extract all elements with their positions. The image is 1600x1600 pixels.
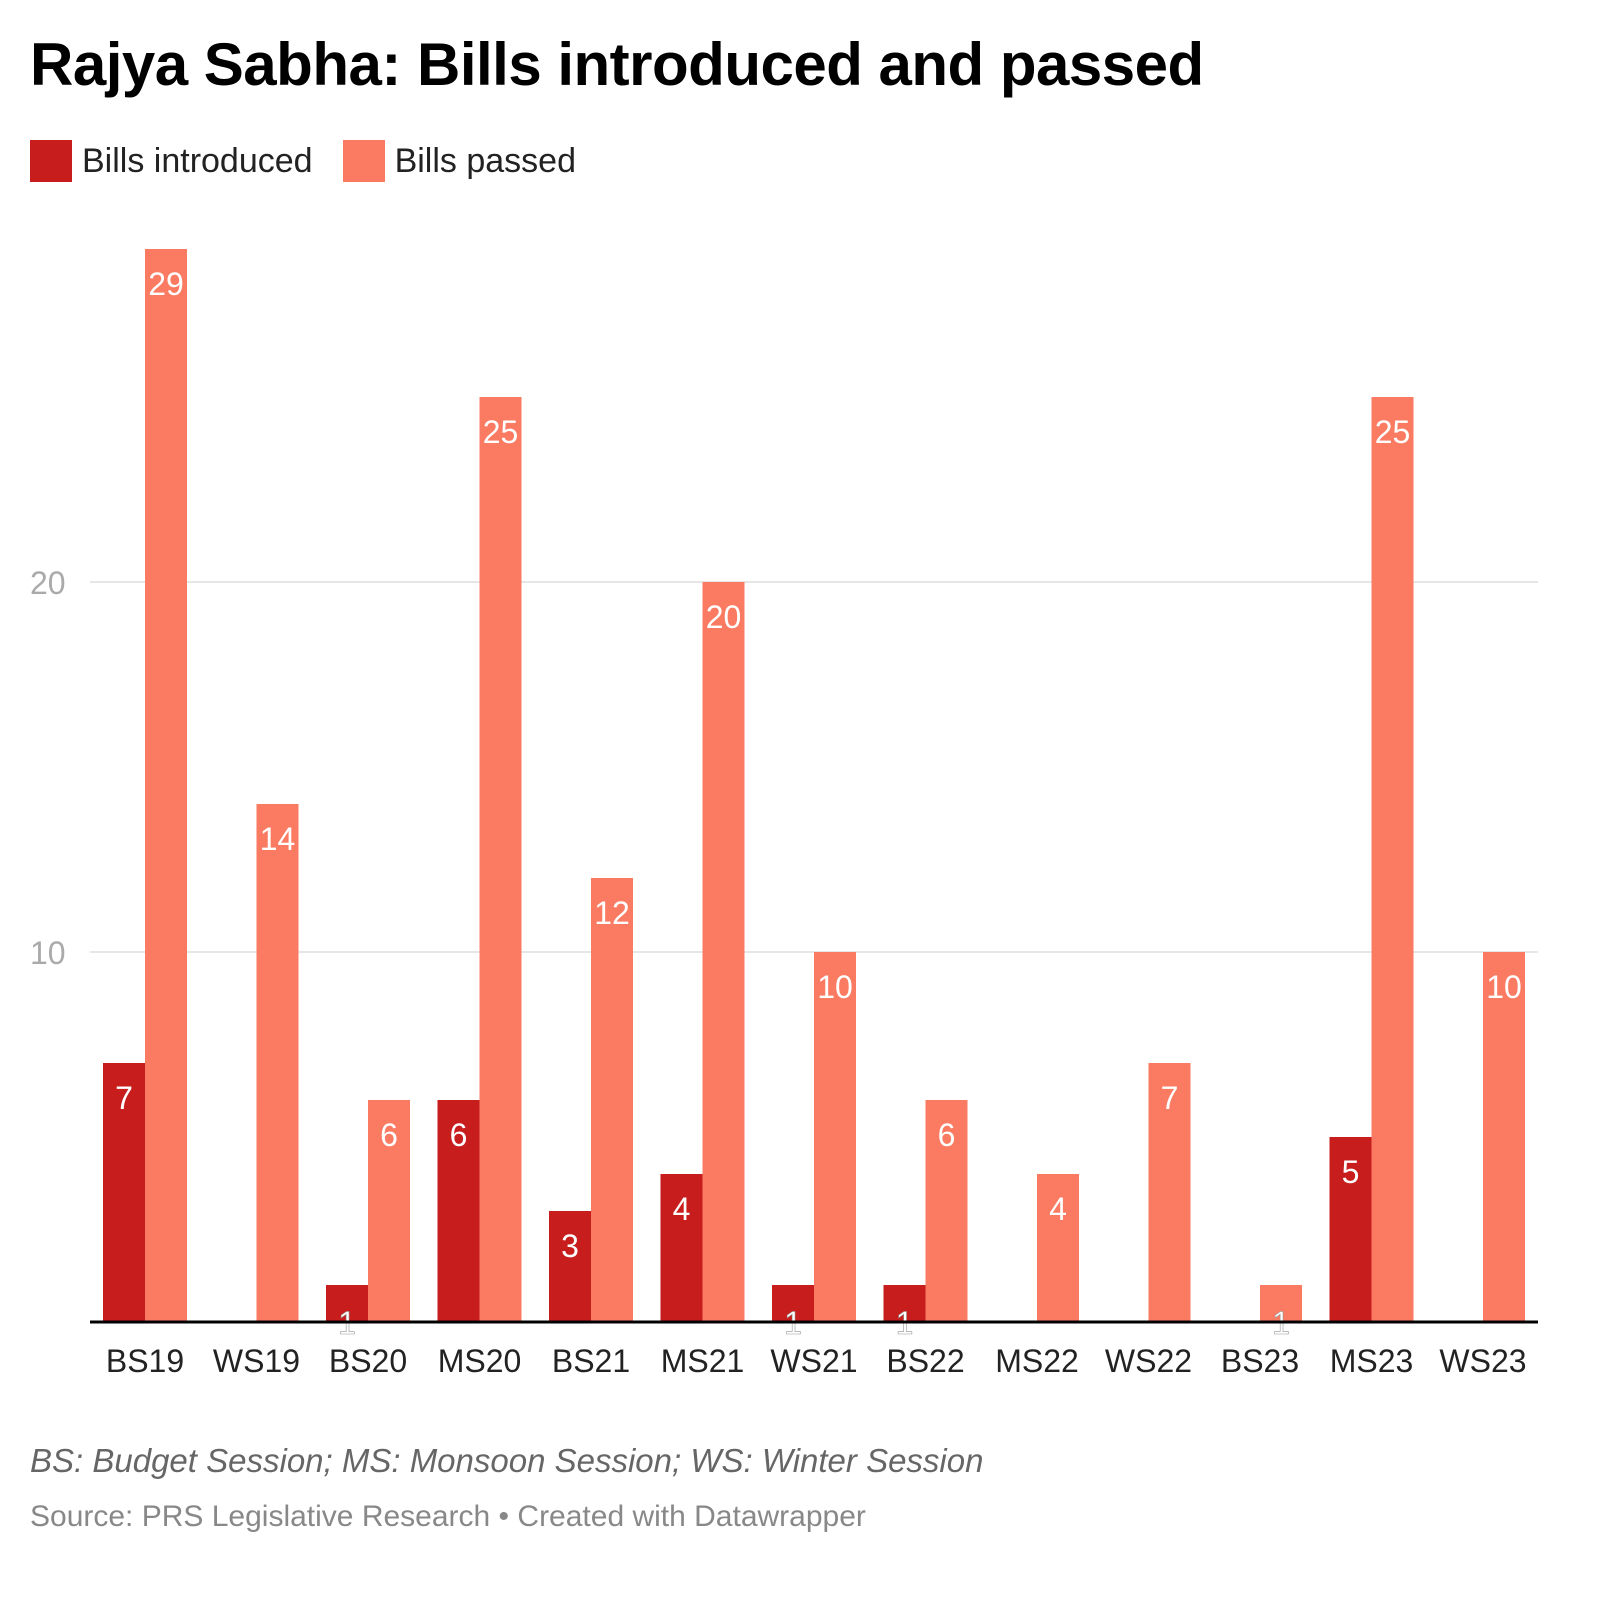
x-tick-label: WS21 bbox=[770, 1343, 857, 1379]
data-label: 25 bbox=[1375, 414, 1411, 450]
bar-passed bbox=[1037, 1174, 1079, 1322]
bar-introduced bbox=[883, 1285, 926, 1322]
bar-passed bbox=[1371, 397, 1414, 1322]
bar-passed bbox=[1483, 952, 1525, 1322]
data-label: 10 bbox=[1486, 969, 1522, 1005]
x-tick-label: WS19 bbox=[213, 1343, 300, 1379]
data-label: 4 bbox=[673, 1191, 691, 1227]
bar-passed bbox=[702, 582, 745, 1322]
legend-item-passed: Bills passed bbox=[342, 140, 576, 182]
x-tick-label: MS23 bbox=[1330, 1343, 1414, 1379]
footnote: BS: Budget Session; MS: Monsoon Session;… bbox=[30, 1442, 984, 1479]
data-label: 12 bbox=[594, 895, 630, 931]
data-label: 25 bbox=[483, 414, 519, 450]
data-label: 7 bbox=[1161, 1080, 1179, 1116]
x-tick-label: BS22 bbox=[886, 1343, 964, 1379]
bar-passed bbox=[1148, 1063, 1191, 1322]
chart-title: Rajya Sabha: Bills introduced and passed bbox=[30, 31, 1204, 98]
y-tick-label: 10 bbox=[30, 935, 66, 971]
bar-passed bbox=[1260, 1285, 1302, 1322]
bar-passed bbox=[591, 878, 633, 1322]
x-tick-label: MS22 bbox=[995, 1343, 1079, 1379]
x-tick-label: MS20 bbox=[438, 1343, 522, 1379]
data-label: 10 bbox=[817, 969, 853, 1005]
legend: Bills introduced Bills passed bbox=[30, 140, 606, 182]
legend-label-introduced: Bills introduced bbox=[82, 141, 313, 180]
data-label: 4 bbox=[1049, 1191, 1067, 1227]
x-tick-label: WS22 bbox=[1105, 1343, 1192, 1379]
bar-passed bbox=[256, 804, 299, 1322]
x-tick-label: BS19 bbox=[106, 1343, 184, 1379]
legend-item-introduced: Bills introduced bbox=[30, 140, 313, 182]
bar-passed bbox=[368, 1100, 410, 1322]
source-note: Source: PRS Legislative Research • Creat… bbox=[30, 1500, 866, 1533]
data-label: 7 bbox=[115, 1080, 133, 1116]
bar-passed bbox=[925, 1100, 968, 1322]
bar-introduced bbox=[437, 1100, 480, 1322]
bar-passed bbox=[479, 397, 522, 1322]
data-label: 29 bbox=[148, 266, 184, 302]
bar-passed bbox=[814, 952, 856, 1322]
x-tick-label: MS21 bbox=[661, 1343, 745, 1379]
bar-introduced bbox=[103, 1063, 145, 1322]
data-label: 3 bbox=[561, 1228, 579, 1264]
data-label: 5 bbox=[1342, 1154, 1360, 1190]
data-label: 6 bbox=[938, 1117, 956, 1153]
bar-passed bbox=[145, 249, 187, 1322]
x-tick-label: WS23 bbox=[1439, 1343, 1526, 1379]
bar-introduced bbox=[1329, 1137, 1372, 1322]
data-label: 14 bbox=[260, 821, 296, 857]
bar-introduced bbox=[772, 1285, 814, 1322]
x-tick-label: BS23 bbox=[1221, 1343, 1299, 1379]
x-tick-label: BS21 bbox=[552, 1343, 630, 1379]
legend-swatch-passed bbox=[342, 140, 385, 182]
y-tick-label: 20 bbox=[30, 565, 66, 601]
legend-swatch-introduced bbox=[30, 140, 72, 182]
legend-label-passed: Bills passed bbox=[394, 141, 576, 180]
data-label: 6 bbox=[380, 1117, 398, 1153]
x-tick-label: BS20 bbox=[329, 1343, 407, 1379]
data-label: 6 bbox=[450, 1117, 468, 1153]
data-label: 20 bbox=[706, 599, 742, 635]
bar-introduced bbox=[660, 1174, 703, 1322]
bar-introduced bbox=[549, 1211, 591, 1322]
bar-introduced bbox=[326, 1285, 368, 1322]
